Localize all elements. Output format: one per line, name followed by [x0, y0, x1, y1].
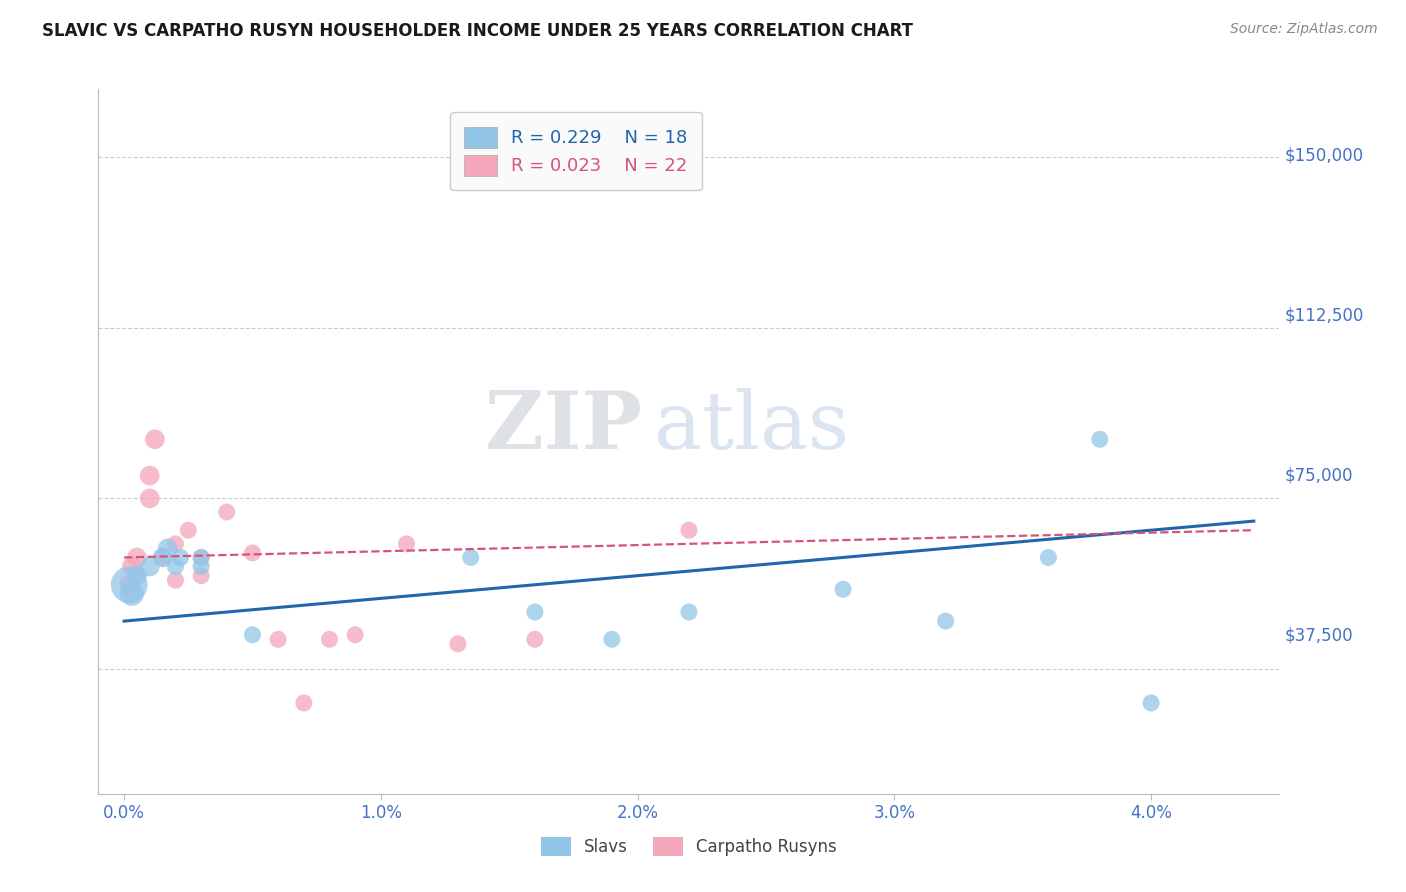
Point — [139, 468, 162, 483]
Point — [292, 696, 315, 710]
Point — [242, 628, 264, 642]
Point — [169, 550, 191, 565]
Point — [523, 605, 546, 619]
Point — [1088, 432, 1111, 446]
Point — [190, 559, 212, 574]
Point — [190, 550, 212, 565]
Point — [165, 559, 187, 574]
Point — [139, 559, 162, 574]
Text: atlas: atlas — [654, 388, 849, 467]
Point — [139, 491, 162, 506]
Point — [935, 614, 957, 628]
Point — [678, 523, 700, 537]
Point — [152, 550, 174, 565]
Point — [523, 632, 546, 647]
Point — [344, 628, 367, 642]
Point — [156, 541, 179, 556]
Point — [152, 550, 174, 565]
Legend: Slavs, Carpatho Rusyns: Slavs, Carpatho Rusyns — [534, 830, 844, 863]
Text: Source: ZipAtlas.com: Source: ZipAtlas.com — [1230, 22, 1378, 37]
Point — [177, 523, 200, 537]
Point — [121, 559, 143, 574]
Point — [143, 432, 166, 446]
Point — [318, 632, 340, 647]
Point — [832, 582, 855, 597]
Point — [447, 637, 470, 651]
Point — [395, 537, 418, 551]
Point — [678, 605, 700, 619]
Text: ZIP: ZIP — [485, 388, 641, 467]
Point — [118, 578, 141, 592]
Point — [1038, 550, 1060, 565]
Point — [118, 578, 141, 592]
Point — [165, 573, 187, 587]
Point — [242, 546, 264, 560]
Point — [190, 568, 212, 582]
Text: SLAVIC VS CARPATHO RUSYN HOUSEHOLDER INCOME UNDER 25 YEARS CORRELATION CHART: SLAVIC VS CARPATHO RUSYN HOUSEHOLDER INC… — [42, 22, 912, 40]
Point — [600, 632, 623, 647]
Point — [190, 550, 212, 565]
Point — [460, 550, 482, 565]
Point — [121, 587, 143, 601]
Point — [125, 568, 148, 582]
Point — [267, 632, 290, 647]
Point — [165, 537, 187, 551]
Point — [125, 550, 148, 565]
Point — [215, 505, 238, 519]
Point — [1140, 696, 1163, 710]
